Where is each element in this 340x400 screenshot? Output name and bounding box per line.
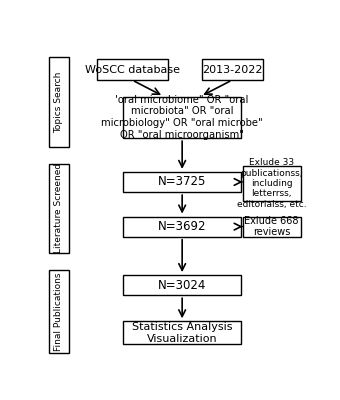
Bar xyxy=(123,321,241,344)
Text: Statistics Analysis
Visualization: Statistics Analysis Visualization xyxy=(132,322,233,344)
Bar xyxy=(123,275,241,295)
Text: Exlude 33
publicationss,
including
letterrss,
editorialss, etc.: Exlude 33 publicationss, including lette… xyxy=(237,158,307,209)
Text: N=3692: N=3692 xyxy=(158,220,206,233)
Text: Final Publications: Final Publications xyxy=(54,272,64,350)
Bar xyxy=(97,59,168,80)
Bar xyxy=(123,96,241,138)
Text: Topics Search: Topics Search xyxy=(54,71,64,132)
Bar xyxy=(49,57,69,146)
Bar xyxy=(49,164,69,253)
Text: N=3024: N=3024 xyxy=(158,279,206,292)
Bar xyxy=(123,172,241,192)
Text: N=3725: N=3725 xyxy=(158,176,206,188)
Text: 'oral microbiome" OR "oral
microbiota" OR "oral
microbiology" OR "oral microbe"
: 'oral microbiome" OR "oral microbiota" O… xyxy=(101,95,263,140)
Bar xyxy=(243,166,301,201)
Text: Literature Screened: Literature Screened xyxy=(54,163,64,253)
Bar xyxy=(49,270,69,353)
Text: 2013-2022: 2013-2022 xyxy=(202,64,262,74)
Text: WoSCC database: WoSCC database xyxy=(85,64,180,74)
Text: Exlude 668
reviews: Exlude 668 reviews xyxy=(244,216,299,238)
Bar xyxy=(123,217,241,237)
Bar xyxy=(243,217,301,237)
Bar xyxy=(202,59,262,80)
